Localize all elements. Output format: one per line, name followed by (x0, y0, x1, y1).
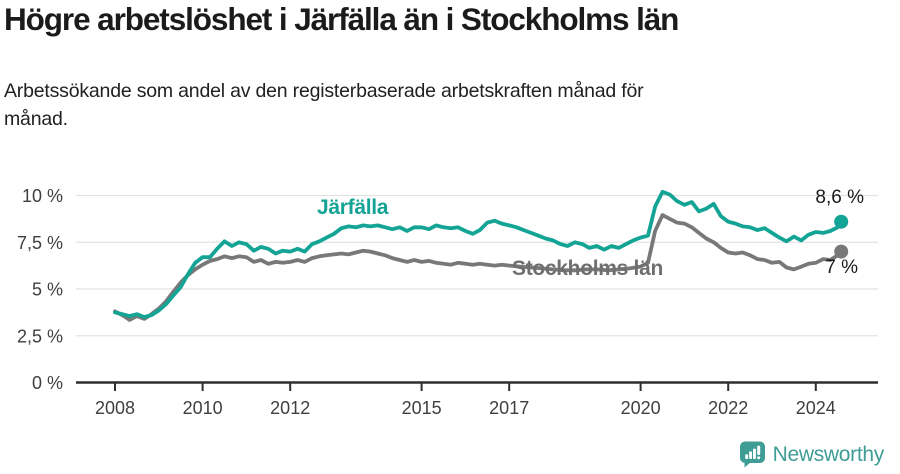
y-tick-label: 7,5 % (17, 233, 63, 253)
x-tick-label: 2020 (621, 398, 661, 418)
series-line (113, 213, 844, 322)
subtitle-line-2: månad. (4, 108, 68, 131)
series-line (113, 189, 844, 319)
chart-subtitle: Arbetssökande som andel av den registerb… (4, 77, 644, 134)
y-tick-label: 10 % (22, 186, 63, 206)
subtitle-line-1: Arbetssökande som andel av den registerb… (4, 80, 644, 102)
end-value-label-jarfalla: 8,6 % (815, 187, 864, 208)
series-label-jarfalla: Järfälla (317, 196, 389, 219)
series-end-dot (834, 244, 849, 259)
brand-wordmark: Newsworthy (772, 442, 885, 466)
series-end-dot (834, 214, 849, 229)
x-tick-label: 2015 (402, 398, 442, 418)
y-tick-label: 0 % (32, 373, 63, 393)
x-tick-label: 2017 (489, 398, 529, 418)
newsworthy-logo-icon (739, 441, 766, 468)
x-tick-label: 2012 (270, 398, 310, 418)
x-tick-label: 2010 (183, 398, 223, 418)
y-tick-label: 5 % (32, 280, 63, 300)
y-tick-label: 2,5 % (17, 326, 63, 346)
end-value-label-stockholms-lan: 7 % (825, 257, 858, 278)
series-label-stockholms-lan: Stockholms län (512, 257, 664, 280)
newsworthy-brand: Newsworthy (739, 441, 884, 468)
x-tick-label: 2024 (796, 398, 836, 418)
x-tick-label: 2008 (95, 398, 135, 418)
page-title: Högre arbetslöshet i Järfälla än i Stock… (4, 1, 679, 37)
x-tick-label: 2022 (708, 398, 748, 418)
